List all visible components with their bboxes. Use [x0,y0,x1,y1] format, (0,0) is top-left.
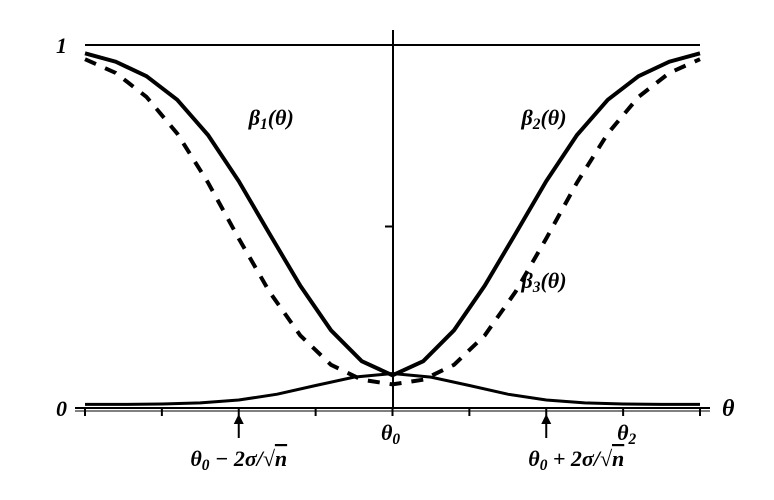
label-beta2: β2(θ) [521,105,567,133]
ylabel-1: 1 [56,33,67,58]
label-beta1: β1(θ) [248,105,294,133]
ylabel-0: 0 [56,396,67,421]
label-beta3: β3(θ) [521,268,567,296]
xlabel-theta: θ [722,396,735,422]
